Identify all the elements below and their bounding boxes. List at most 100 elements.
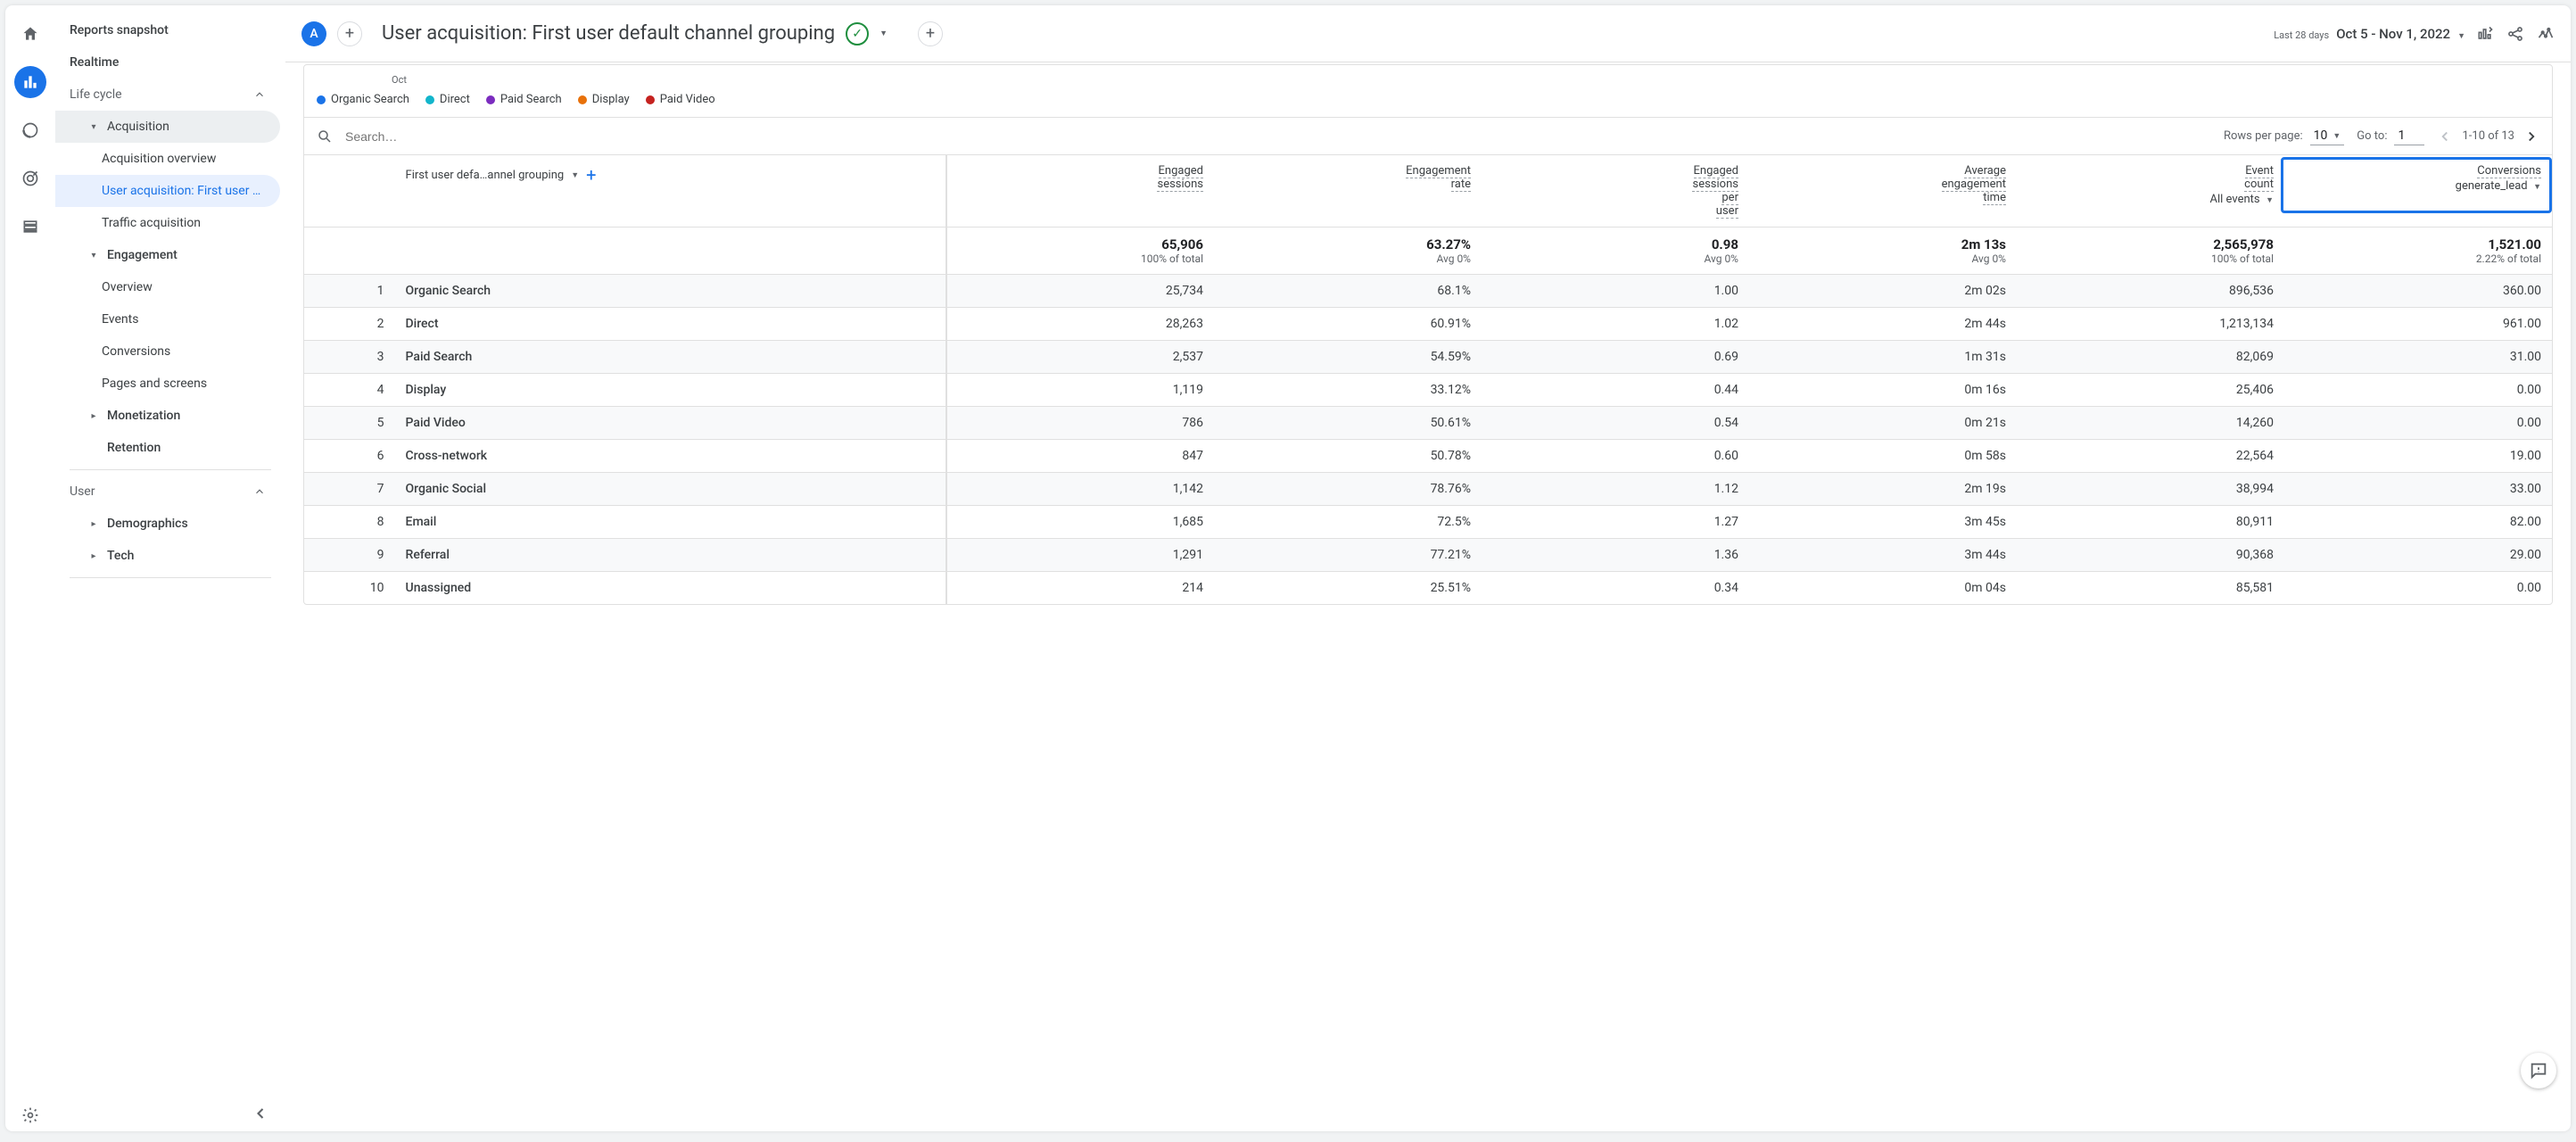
metric-cell: 1.36 [1482,539,1749,572]
col-header[interactable]: Engagementrate [1214,155,1482,228]
metric-cell: 77.21% [1214,539,1482,572]
legend-item[interactable]: Paid Video [646,93,715,106]
add-segment-button[interactable]: + [337,21,362,46]
legend-item[interactable]: Display [578,93,630,106]
col-header[interactable]: Engagedsessions [946,155,1214,228]
table-row[interactable]: 5Paid Video78650.61%0.540m 21s14,2600.00 [304,407,2552,440]
table-row[interactable]: 4Display1,11933.12%0.440m 16s25,4060.00 [304,374,2552,407]
sidebar-item-reports-snapshot[interactable]: Reports snapshot [55,14,280,46]
sidebar-item-conversions[interactable]: Conversions [55,335,280,368]
sidebar-group-engagement[interactable]: ▾ Engagement [55,239,280,271]
legend-item[interactable]: Organic Search [317,93,409,106]
table-row[interactable]: 6Cross-network84750.78%0.600m 58s22,5641… [304,440,2552,473]
metric-cell: 1,213,134 [2017,308,2284,341]
feedback-button[interactable] [2521,1053,2556,1088]
metric-cell: 0.60 [1482,440,1749,473]
table-row[interactable]: 9Referral1,29177.21%1.363m 44s90,36829.0… [304,539,2552,572]
sidebar-group-monetization[interactable]: ▸ Monetization [55,400,280,432]
date-range-picker[interactable]: Last 28 days Oct 5 - Nov 1, 2022 ▼ [2274,26,2465,42]
report-card: Oct Organic SearchDirectPaid SearchDispl… [303,64,2553,605]
table-row[interactable]: 3Paid Search2,53754.59%0.691m 31s82,0693… [304,341,2552,374]
metric-cell: 85,581 [2017,572,2284,605]
rail-admin-icon[interactable] [14,1099,46,1131]
date-range-label: Last 28 days [2274,29,2329,41]
metric-cell: 1,685 [946,506,1214,539]
col-header[interactable]: Averageengagementtime [1749,155,2017,228]
sidebar-group-acquisition[interactable]: ▾ Acquisition [55,111,280,143]
next-page-icon[interactable] [2523,128,2539,145]
goto-input[interactable]: 1 [2394,127,2424,145]
metric-cell: 50.61% [1214,407,1482,440]
col-header[interactable]: EventcountAll events ▼ [2017,155,2284,228]
sidebar-item-user-acquisition[interactable]: User acquisition: First user … [55,175,280,207]
sidebar-group-demographics[interactable]: ▸ Demographics [55,508,280,540]
table-row[interactable]: 8Email1,68572.5%1.273m 45s80,91182.00 [304,506,2552,539]
sidebar-group-tech[interactable]: ▸ Tech [55,540,280,572]
chevron-up-icon [253,88,266,101]
metric-cell: 1.12 [1482,473,1749,506]
metric-cell: 78.76% [1214,473,1482,506]
sidebar-group-label: Tech [107,549,134,563]
rail-explore-icon[interactable] [14,114,46,146]
chevron-down-icon: ▾ [86,122,102,132]
rows-per-page-label: Rows per page: [2224,129,2303,143]
metric-cell: 72.5% [1214,506,1482,539]
table-row[interactable]: 7Organic Social1,14278.76%1.122m 19s38,9… [304,473,2552,506]
rows-per-page-select[interactable]: 10 ▼ [2310,127,2345,145]
row-dimension: Paid Search [395,341,946,374]
row-dimension: Organic Search [395,275,946,308]
insights-icon[interactable] [2537,25,2555,43]
prev-page-icon[interactable] [2437,128,2453,145]
row-dimension: Paid Video [395,407,946,440]
rail-home-icon[interactable] [14,18,46,50]
table-row[interactable]: 10Unassigned21425.51%0.340m 04s85,5810.0… [304,572,2552,605]
sidebar-section-label: Life cycle [70,87,122,102]
total-cell: 0.98Avg 0% [1482,228,1749,275]
collapse-sidebar-button[interactable] [252,1105,269,1122]
metric-cell: 1.02 [1482,308,1749,341]
sidebar-item-traffic-acquisition[interactable]: Traffic acquisition [55,207,280,239]
chevron-down-icon[interactable]: ▼ [879,29,888,38]
sidebar-section-user[interactable]: User [55,476,280,508]
sidebar-group-retention[interactable]: Retention [55,432,280,464]
sidebar-item-overview[interactable]: Overview [55,271,280,303]
edit-report-icon[interactable] [2476,25,2494,43]
sidebar-section-life-cycle[interactable]: Life cycle [55,79,280,111]
metric-cell: 2m 44s [1749,308,2017,341]
row-index: 8 [304,506,395,539]
col-header[interactable]: Conversionsgenerate_lead ▼ [2284,155,2552,228]
rail-advertising-icon[interactable] [14,162,46,194]
add-dimension-icon[interactable]: + [586,164,596,186]
total-cell: 65,906100% of total [946,228,1214,275]
legend-item[interactable]: Paid Search [486,93,562,106]
icon-rail [5,5,55,1131]
metric-cell: 25,734 [946,275,1214,308]
col-subheader[interactable]: All events ▼ [2027,193,2274,206]
row-dimension: Organic Social [395,473,946,506]
segment-chip[interactable]: A [301,21,326,46]
main: A + User acquisition: First user default… [285,5,2571,1131]
legend-item[interactable]: Direct [425,93,470,106]
rail-configure-icon[interactable] [14,211,46,243]
col-header[interactable]: Engagedsessionsperuser [1482,155,1749,228]
add-comparison-button[interactable]: + [918,21,943,46]
metric-cell: 0.69 [1482,341,1749,374]
search-input[interactable] [345,129,470,144]
search-icon[interactable] [317,128,333,145]
row-index: 6 [304,440,395,473]
sidebar-group-label: Engagement [107,248,178,262]
table-row[interactable]: 2Direct28,26360.91%1.022m 44s1,213,13496… [304,308,2552,341]
rail-reports-icon[interactable] [14,66,46,98]
share-icon[interactable] [2506,25,2524,43]
sidebar-item-acquisition-overview[interactable]: Acquisition overview [55,143,280,175]
metric-cell: 33.12% [1214,374,1482,407]
sidebar-item-pages-screens[interactable]: Pages and screens [55,368,280,400]
table-row[interactable]: 1Organic Search25,73468.1%1.002m 02s896,… [304,275,2552,308]
chart-legend: Organic Search Direct Paid Search Display Pa… [304,93,2552,118]
sidebar-item-events[interactable]: Events [55,303,280,335]
col-subheader[interactable]: generate_lead ▼ [2295,179,2541,193]
legend-swatch [646,95,655,104]
status-check-icon[interactable]: ✓ [846,22,869,46]
sidebar-item-realtime[interactable]: Realtime [55,46,280,79]
col-dimension[interactable]: First user defa…annel grouping▼+ [395,155,946,228]
